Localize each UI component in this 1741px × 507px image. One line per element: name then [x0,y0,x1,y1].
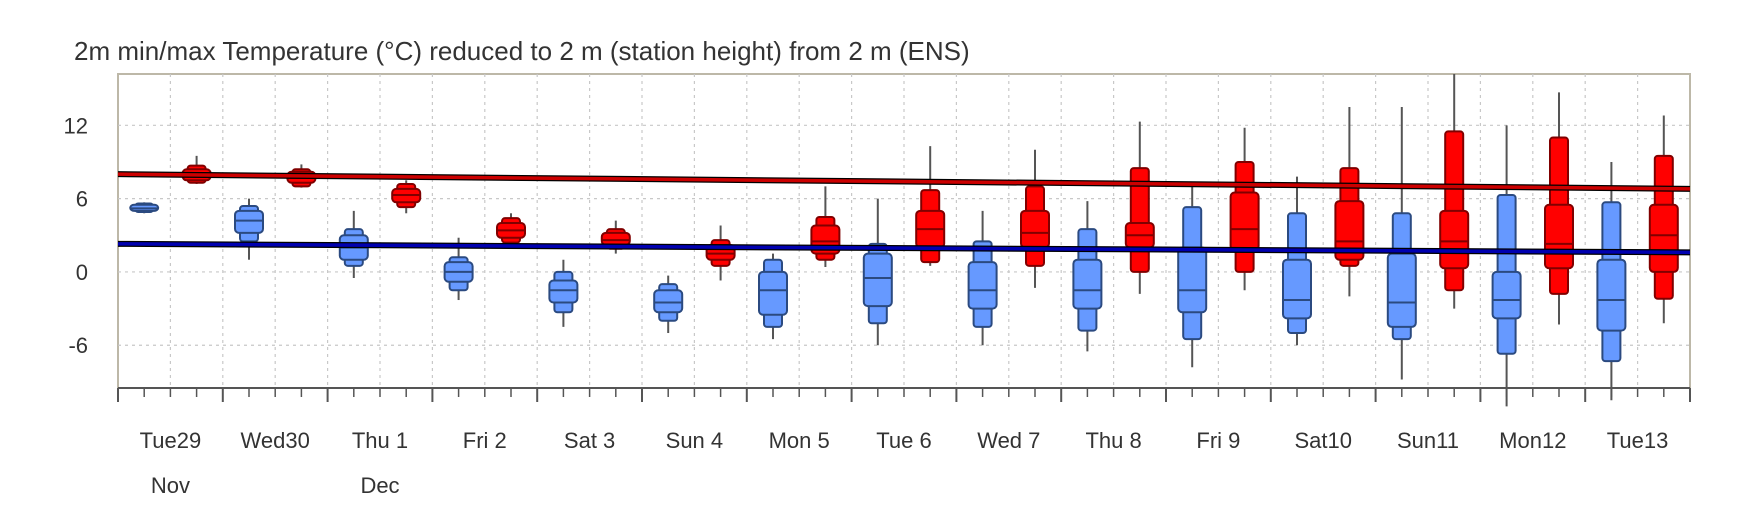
inner-box [1177,246,1208,314]
inner-box [1596,258,1627,332]
min-temperature-box [967,210,998,346]
inner-box [234,209,264,234]
x-tick-label: Sun 4 [666,428,724,453]
y-tick-label: -6 [68,333,88,358]
max-temperature-box [496,213,526,248]
inner-box [1229,191,1260,251]
inner-box [758,270,788,316]
inner-box [1386,252,1417,328]
y-tick-label: 12 [64,113,88,138]
x-tick-sublabel: Nov [151,473,190,498]
x-tick-label: Fri 9 [1196,428,1240,453]
min-temperature-box [653,275,684,334]
y-tick-label: 0 [76,260,88,285]
min-temperature-box [862,198,893,346]
reference-line [117,172,1691,191]
inner-box [653,289,684,314]
x-tick-label: Sat 3 [564,428,615,453]
inner-box [967,261,998,310]
x-tick-label: Sun11 [1397,428,1459,453]
x-tick-label: Tue13 [1607,428,1669,453]
axis-labels: 12 6 0 -6 Tue29 Nov Wed30 Thu 1 Dec Fri 2 Sat 3 Sun… [64,113,1669,498]
min-temperature-box [234,198,264,260]
inner-box [1491,270,1522,320]
max-temperature-box [1334,106,1365,297]
inner-box [1334,200,1365,261]
min-temperature-box [1177,186,1208,368]
min-temperature-box [443,237,474,301]
inner-box [1544,203,1574,270]
reference-lines [117,171,1691,256]
max-temperature-box [391,180,422,214]
inner-box [1648,203,1679,273]
min-temperature-box [1491,125,1522,407]
axes [117,387,1691,402]
inner-box [600,231,631,247]
min-temperature-box [1596,161,1627,401]
x-tick-label: Tue 6 [876,428,931,453]
inner-box [1020,209,1050,249]
reference-line [117,242,1691,255]
x-tick-label: Wed 7 [977,428,1040,453]
x-tick-label: Mon 5 [769,428,830,453]
inner-box [1439,209,1470,270]
chart-title: 2m min/max Temperature (°C) reduced to 2… [74,36,970,66]
x-tick-label: Sat10 [1294,428,1352,453]
y-tick-label: 6 [76,187,88,212]
x-tick-label: Thu 1 [352,428,408,453]
grid-lines [117,73,1691,389]
x-tick-label: Wed30 [241,428,310,453]
min-temperature-box [1072,201,1103,352]
x-tick-sublabel: Dec [360,473,399,498]
inner-box [1072,258,1103,310]
x-tick-label: Tue29 [140,428,202,453]
min-temperature-box [129,202,160,214]
inner-box [1282,258,1312,320]
x-tick-label: Mon12 [1499,428,1566,453]
x-tick-label: Fri 2 [463,428,507,453]
inner-box [862,252,893,308]
min-temperature-box [758,253,788,340]
max-temperature-box [1124,121,1155,294]
max-temperature-box [915,146,946,266]
min-temperature-box [548,259,579,327]
inner-box [548,279,579,304]
x-tick-label: Thu 8 [1085,428,1141,453]
min-temperature-box [1282,176,1312,346]
